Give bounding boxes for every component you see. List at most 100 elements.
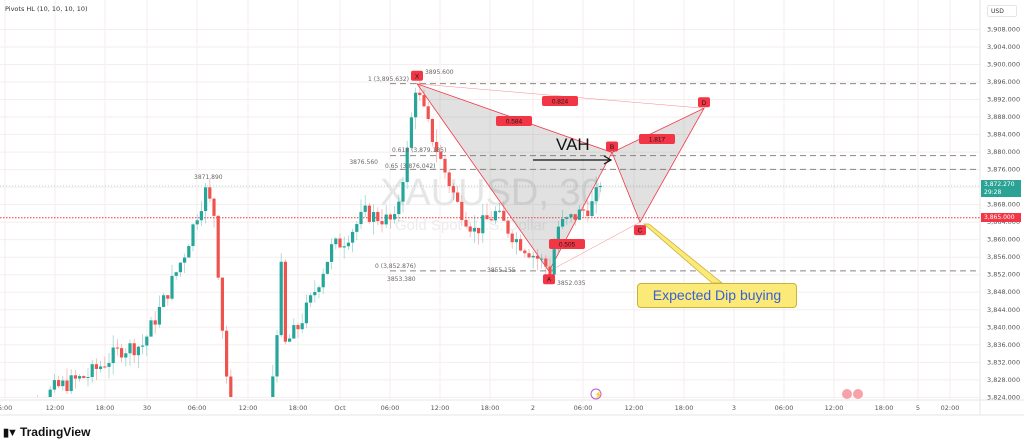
candle-body xyxy=(317,287,321,292)
brand-name: TradingView xyxy=(19,425,91,439)
candle-body xyxy=(191,224,195,247)
candle-body xyxy=(355,224,359,232)
price-3855-label: 3855.155 xyxy=(487,267,516,274)
candle-body xyxy=(548,266,552,275)
price-axis-label: 3,904.000 xyxy=(987,43,1020,51)
candle-body xyxy=(124,353,128,358)
ratio-xb-text: 0.584 xyxy=(506,119,523,126)
candle-body xyxy=(535,255,539,259)
price-axis-label: 3,852.000 xyxy=(987,271,1020,279)
time-axis-label: 18:00 xyxy=(675,404,694,412)
callout-pointer xyxy=(642,223,724,284)
price-3876-label: 3876.560 xyxy=(349,159,378,166)
economic-event-flags-icon[interactable] xyxy=(842,389,863,399)
time-axis-label: 3 xyxy=(732,404,736,412)
currency-button[interactable]: USD xyxy=(987,5,1017,17)
candle-body xyxy=(132,343,136,356)
candle-body xyxy=(514,239,518,243)
fib-065-label: 0.65 (3,876.042) xyxy=(385,163,435,170)
candle-body xyxy=(510,233,514,243)
price-axis-label: 3,864.000 xyxy=(987,218,1020,226)
time-axis-label: 18:00 xyxy=(875,404,894,412)
candle-body xyxy=(199,211,203,221)
candle-body xyxy=(300,323,304,330)
callout-expected-dip-buying[interactable]: Expected Dip buying xyxy=(637,283,797,308)
candle-body xyxy=(271,376,275,397)
candle-body xyxy=(86,376,90,378)
candle-body xyxy=(279,261,283,336)
candle-body xyxy=(393,214,397,220)
watermark-symbol: XAUUSD, 30 xyxy=(380,172,602,214)
candle-body xyxy=(338,238,342,248)
pattern-point-x-text: X xyxy=(415,73,420,80)
time-axis-label: 18:00 xyxy=(481,404,500,412)
candle-body xyxy=(187,246,191,258)
candle-body xyxy=(99,366,103,369)
time-axis-label: 06:00 xyxy=(775,404,794,412)
time-axis-label: 6:00 xyxy=(0,404,12,412)
price-lines xyxy=(0,83,980,272)
candle-body xyxy=(573,214,577,220)
time-axis-label: 02:00 xyxy=(941,404,960,412)
candle-body xyxy=(363,205,367,212)
candle-body xyxy=(216,215,220,278)
candle-body xyxy=(439,151,443,159)
candle-body xyxy=(346,242,350,247)
time-axis-label: 06:00 xyxy=(381,404,400,412)
candle-body xyxy=(384,214,388,225)
tradingview-logo-icon: ▮▼ xyxy=(3,426,18,439)
candle-body xyxy=(296,325,300,330)
price-axis-label: 3,880.000 xyxy=(987,148,1020,156)
candle-body xyxy=(477,227,481,234)
pattern-point-b xyxy=(606,141,618,152)
price-axis-label: 3,868.000 xyxy=(987,201,1020,209)
last-price-tag: 3,872.270 29:28 xyxy=(981,180,1021,197)
candle-body xyxy=(426,106,430,119)
ac-line xyxy=(548,221,641,272)
candle-body xyxy=(552,249,556,275)
candle-body xyxy=(414,92,418,118)
candle-body xyxy=(422,95,426,107)
candle-body xyxy=(359,211,363,225)
bar-countdown: 29:28 xyxy=(984,189,1002,196)
candle-body xyxy=(204,187,208,212)
candle-body xyxy=(523,250,527,254)
candle-body xyxy=(212,198,216,216)
time-axis-label: 12:00 xyxy=(825,404,844,412)
x-price-label: 3895.600 xyxy=(425,69,454,76)
indicator-legend[interactable]: Pivots HL (10, 10, 10, 10) xyxy=(5,5,88,13)
ratio-xd-text: 0.824 xyxy=(552,99,569,106)
candle-body xyxy=(103,366,107,368)
candle-body xyxy=(489,219,493,221)
candle-body xyxy=(376,211,380,222)
candle-body xyxy=(468,226,472,232)
pattern-point-d-text: D xyxy=(702,100,707,107)
candle-body xyxy=(166,295,170,299)
candle-body xyxy=(94,364,98,369)
price-axis-label: 3,836.000 xyxy=(987,341,1020,349)
candle-body xyxy=(183,257,187,263)
price-axis-label: 3,892.000 xyxy=(987,96,1020,104)
price-axis-label: 3,900.000 xyxy=(987,60,1020,68)
candle-body xyxy=(157,306,161,325)
event-icon[interactable]: ⚡ xyxy=(590,388,603,400)
candle-body xyxy=(544,258,548,267)
candle-body xyxy=(561,219,565,227)
alert-price-tag: 3,865.000 xyxy=(981,213,1021,222)
price-axis-label: 3,876.000 xyxy=(987,166,1020,174)
tradingview-logo[interactable]: ▮▼ TradingView xyxy=(3,425,90,439)
candles xyxy=(37,80,602,397)
candle-body xyxy=(330,244,334,262)
candle-body xyxy=(556,226,560,250)
candle-body xyxy=(481,215,485,234)
candle-body xyxy=(569,214,573,218)
price-axis-label: 3,824.000 xyxy=(987,393,1020,401)
pattern-point-d xyxy=(698,97,710,108)
price-axis-label: 3,840.000 xyxy=(987,323,1020,331)
candle-body xyxy=(447,172,451,187)
candle-body xyxy=(141,345,145,347)
pattern-point-c xyxy=(634,225,646,236)
pattern-point-a-text: A xyxy=(547,277,552,284)
pattern-marks[interactable]: 0.584 0.824 1.817 0.505 X A B C D xyxy=(411,70,710,285)
